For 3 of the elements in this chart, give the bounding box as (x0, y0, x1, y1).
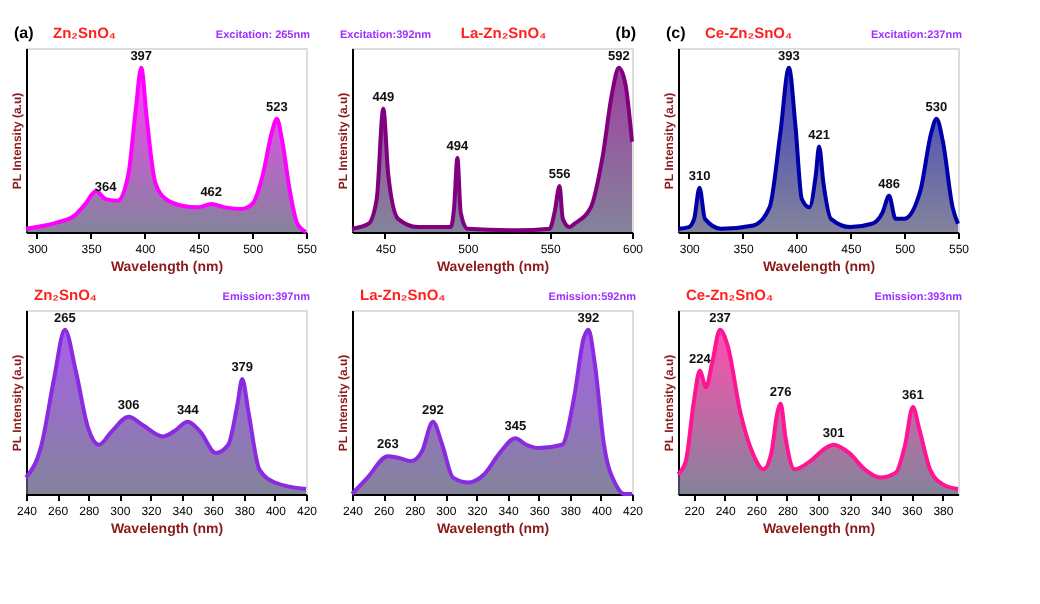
text: (a) (14, 24, 35, 42)
text: (c) (666, 24, 687, 42)
text: (b) (615, 24, 637, 42)
